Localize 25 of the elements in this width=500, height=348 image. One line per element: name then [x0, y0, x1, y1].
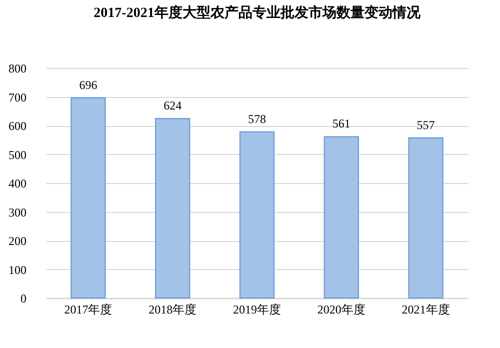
- y-tick-label: 100: [8, 262, 26, 277]
- chart-title: 2017-2021年度大型农产品专业批发市场数量变动情况: [94, 4, 422, 21]
- bar: [70, 97, 106, 299]
- bar: [324, 136, 359, 299]
- data-label: 696: [79, 78, 98, 92]
- y-tick-label: 400: [8, 176, 26, 190]
- y-tick-label: 700: [8, 90, 26, 104]
- data-label: 578: [248, 112, 266, 126]
- x-tick-label: 2018年度: [148, 302, 197, 316]
- bar: [155, 118, 190, 299]
- y-tick-label: 200: [8, 234, 26, 248]
- y-tick-label: 0: [20, 292, 26, 306]
- y-tick-label: 800: [8, 62, 26, 76]
- data-label: 561: [332, 116, 350, 131]
- bar: [239, 131, 275, 299]
- bar: [408, 137, 444, 299]
- x-tick-label: 2017年度: [64, 302, 112, 316]
- data-label: 624: [164, 98, 182, 113]
- y-tick-label: 600: [8, 119, 26, 133]
- x-tick-label: 2020年度: [317, 302, 366, 316]
- x-tick-label: 2019年度: [233, 302, 281, 316]
- y-tick-label: 500: [8, 148, 26, 162]
- y-tick-label: 300: [8, 205, 26, 220]
- data-label: 557: [416, 118, 435, 132]
- x-tick-label: 2021年度: [402, 302, 450, 316]
